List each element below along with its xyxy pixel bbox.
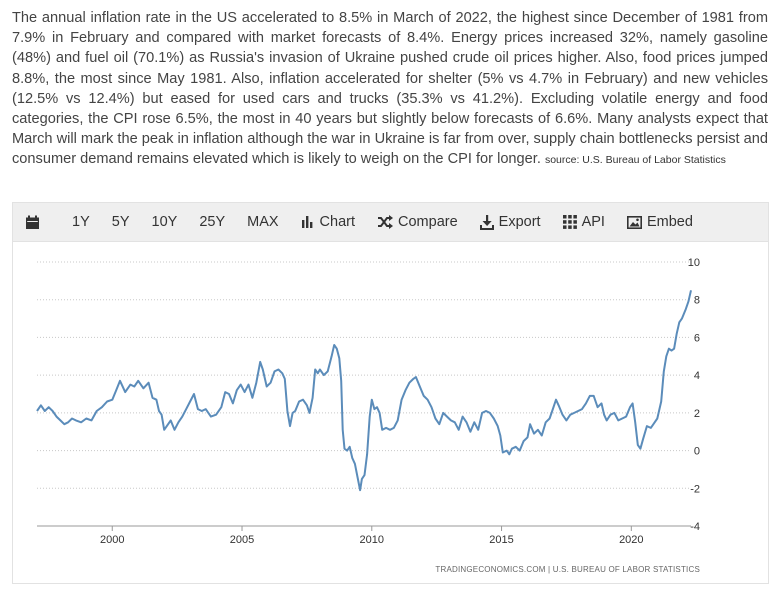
shuffle-icon xyxy=(378,215,394,229)
chart-toolbar: 1Y 5Y 10Y 25Y MAX Chart Compare Export xyxy=(12,202,769,242)
chart-description: The annual inflation rate in the US acce… xyxy=(12,8,768,171)
y-tick-label: -4 xyxy=(690,521,700,533)
image-icon xyxy=(626,215,642,229)
api-button[interactable]: API xyxy=(552,203,616,241)
x-axis: 2000 2005 2010 2015 2020 xyxy=(37,525,691,546)
y-tick-label: 4 xyxy=(694,370,700,382)
y-axis: 10 8 6 4 2 0 -2 -4 xyxy=(688,257,700,533)
calendar-icon xyxy=(26,215,39,229)
export-button[interactable]: Export xyxy=(469,203,552,241)
range-1y-button[interactable]: 1Y xyxy=(72,214,90,230)
range-25y-button[interactable]: 25Y xyxy=(199,214,226,230)
export-label: Export xyxy=(498,214,541,230)
y-tick-label: 8 xyxy=(694,295,700,307)
chart-area: 2000 2005 2010 2015 2020 10 8 6 4 2 0 -2 -4 TRADING… xyxy=(12,242,769,584)
chart-credit: TRADINGECONOMICS.COM | U.S. BUREAU OF LA… xyxy=(435,565,700,574)
inflation-line-chart: 2000 2005 2010 2015 2020 10 8 6 4 2 0 -2 -4 TRADING… xyxy=(36,257,700,574)
range-10y-button[interactable]: 10Y xyxy=(151,214,178,230)
x-tick-label: 2010 xyxy=(360,534,384,546)
y-tick-label: 10 xyxy=(688,257,700,269)
embed-label: Embed xyxy=(646,214,693,230)
y-tick-label: 0 xyxy=(694,446,700,458)
chart-type-button[interactable]: Chart xyxy=(290,203,366,241)
compare-label: Compare xyxy=(398,214,458,230)
calendar-button[interactable] xyxy=(13,203,61,241)
chart-type-label: Chart xyxy=(319,214,356,230)
x-tick-label: 2000 xyxy=(100,534,124,546)
y-tick-label: -2 xyxy=(690,483,700,495)
series-line xyxy=(36,290,692,492)
embed-button[interactable]: Embed xyxy=(616,203,704,241)
download-icon xyxy=(479,214,494,230)
y-tick-label: 6 xyxy=(694,332,700,344)
gridlines xyxy=(37,261,691,527)
x-tick-label: 2005 xyxy=(230,534,254,546)
range-max-button[interactable]: MAX xyxy=(247,214,279,230)
api-label: API xyxy=(581,214,605,230)
source-note: source: U.S. Bureau of Labor Statistics xyxy=(544,154,726,167)
y-tick-label: 2 xyxy=(694,408,700,420)
bar-chart-icon xyxy=(301,216,312,228)
x-tick-label: 2015 xyxy=(489,534,513,546)
x-tick-label: 2020 xyxy=(619,534,643,546)
compare-button[interactable]: Compare xyxy=(366,203,469,241)
description-text: The annual inflation rate in the US acce… xyxy=(12,10,768,168)
range-5y-button[interactable]: 5Y xyxy=(111,214,130,230)
grid-icon xyxy=(562,215,577,229)
